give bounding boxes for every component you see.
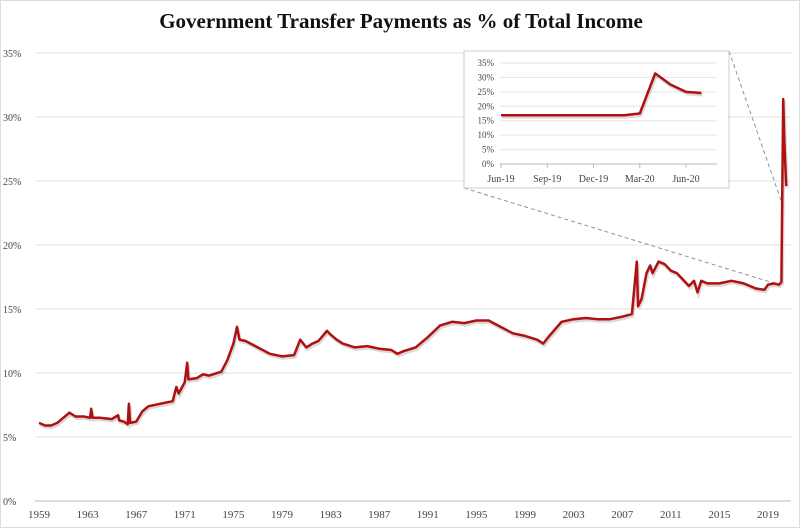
y-tick-label: 35%: [3, 49, 21, 60]
inset-y-tick-label: 0%: [482, 159, 495, 169]
x-tick-label: 1959: [28, 509, 51, 521]
chart-title: Government Transfer Payments as % of Tot…: [159, 9, 643, 33]
inset-x-tick-label: Mar-20: [625, 174, 655, 185]
x-tick-label: 2011: [660, 509, 682, 521]
x-tick-label: 1979: [271, 509, 294, 521]
y-tick-label: 30%: [3, 113, 21, 124]
zoom-connector-line: [728, 50, 784, 207]
x-tick-label: 1963: [77, 509, 100, 521]
y-tick-label: 5%: [3, 433, 16, 444]
x-tick-label: 1999: [514, 509, 537, 521]
inset-x-tick-label: Sep-19: [533, 174, 561, 185]
x-tick-label: 1975: [222, 509, 245, 521]
inset-y-tick-label: 15%: [478, 116, 495, 126]
x-tick-label: 1991: [417, 509, 439, 521]
inset-chart-frame: [463, 50, 730, 189]
x-tick-label: 2015: [708, 509, 731, 521]
x-tick-label: 1987: [368, 509, 391, 521]
x-tick-label: 1971: [174, 509, 196, 521]
x-tick-label: 1967: [125, 509, 148, 521]
inset-x-tick-label: Jun-19: [487, 174, 514, 185]
inset-y-tick-label: 5%: [482, 145, 495, 155]
inset-y-tick-label: 35%: [478, 58, 495, 68]
y-tick-label: 15%: [3, 305, 21, 316]
y-tick-label: 10%: [3, 369, 21, 380]
inset-x-tick-label: Dec-19: [579, 174, 608, 185]
x-tick-label: 2007: [611, 509, 634, 521]
inset-y-tick-label: 25%: [478, 87, 495, 97]
y-tick-label: 0%: [3, 497, 16, 508]
inset-x-tick-label: Jun-20: [672, 174, 699, 185]
zoom-connector-line: [463, 187, 780, 286]
inset-y-tick-label: 20%: [478, 101, 495, 111]
series-line: [38, 97, 788, 427]
y-tick-label: 20%: [3, 241, 21, 252]
inset-series-line: [501, 72, 702, 117]
x-tick-label: 1983: [320, 509, 343, 521]
inset-y-tick-label: 30%: [478, 72, 495, 82]
y-tick-label: 25%: [3, 177, 21, 188]
x-tick-label: 1995: [465, 509, 488, 521]
x-tick-label: 2019: [757, 509, 780, 521]
inset-y-tick-label: 10%: [478, 130, 495, 140]
x-tick-label: 2003: [563, 509, 586, 521]
